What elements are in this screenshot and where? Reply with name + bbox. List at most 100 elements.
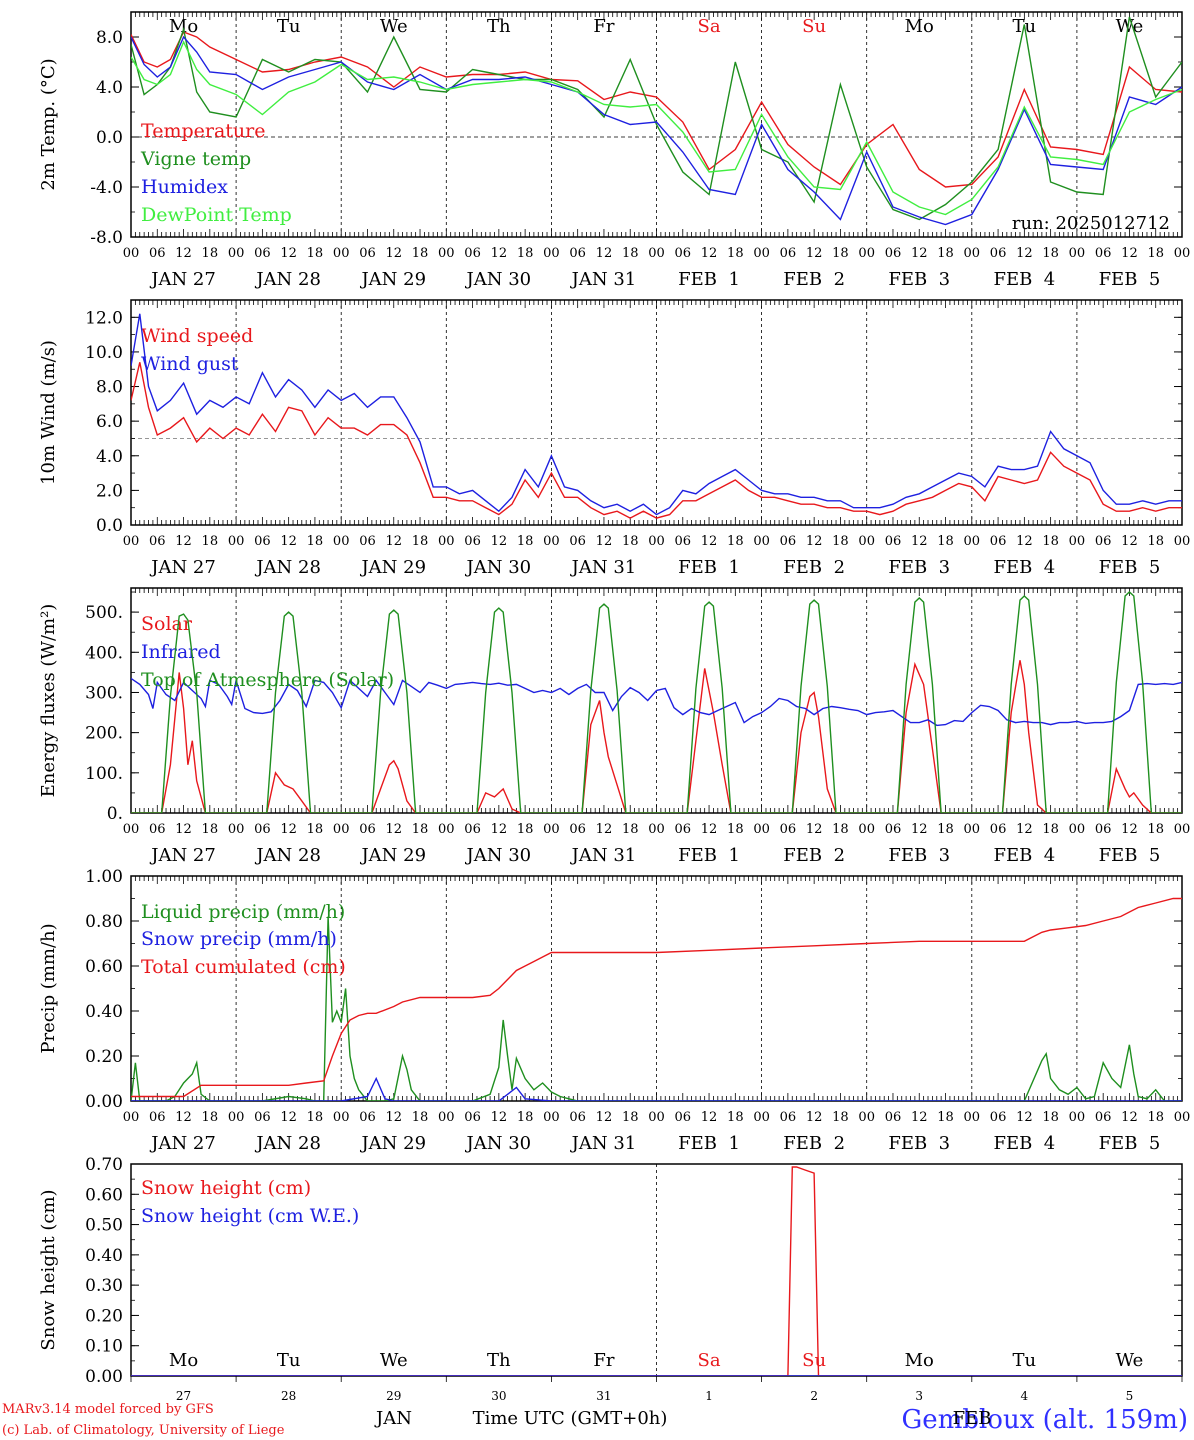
y-tick-label: -4.0 bbox=[90, 178, 123, 198]
hour-label: 06 bbox=[149, 534, 166, 549]
date-label: JAN 28 bbox=[254, 557, 321, 578]
y-axis-label: Energy fluxes (W/m²) bbox=[38, 604, 59, 798]
legend-entry: Liquid precip (mm/h) bbox=[141, 901, 345, 923]
date-label: FEB 2 bbox=[783, 269, 845, 290]
date-label: FEB 2 bbox=[783, 845, 845, 866]
hour-label: 12 bbox=[911, 246, 928, 261]
hour-label: 00 bbox=[1069, 534, 1086, 549]
y-axis-label: Precip (mm/h) bbox=[38, 923, 59, 1053]
date-label: JAN 30 bbox=[465, 269, 532, 290]
date-label: FEB 5 bbox=[1099, 557, 1161, 578]
hour-label: 00 bbox=[438, 534, 455, 549]
day-number: 2 bbox=[810, 1389, 818, 1403]
hour-label: 18 bbox=[727, 822, 744, 837]
series-line-2 bbox=[131, 16, 1182, 221]
hour-label: 18 bbox=[412, 822, 429, 837]
hour-label: 18 bbox=[202, 246, 219, 261]
hour-label: 12 bbox=[911, 822, 928, 837]
hour-label: 12 bbox=[806, 534, 823, 549]
day-label: Fr bbox=[593, 16, 614, 37]
date-label: JAN 30 bbox=[465, 557, 532, 578]
y-tick-label: 0.40 bbox=[85, 1246, 123, 1266]
date-label: FEB 3 bbox=[888, 269, 950, 290]
date-label: FEB 5 bbox=[1099, 845, 1161, 866]
day-number: 4 bbox=[1021, 1389, 1029, 1403]
date-label: FEB 3 bbox=[888, 1133, 950, 1154]
footer-station: Gembloux (alt. 159m) bbox=[902, 1405, 1188, 1435]
legend-entry: Snow height (cm W.E.) bbox=[141, 1205, 359, 1227]
date-label: FEB 4 bbox=[993, 845, 1055, 866]
day-number: 31 bbox=[596, 1389, 611, 1403]
hour-label: 06 bbox=[254, 534, 271, 549]
legend-entry: Total cumulated (cm) bbox=[141, 956, 346, 978]
hour-label: 12 bbox=[1016, 246, 1033, 261]
hour-label: 06 bbox=[990, 1110, 1007, 1125]
hour-label: 06 bbox=[254, 1110, 271, 1125]
legend-entry: Snow precip (mm/h) bbox=[141, 928, 337, 950]
panel-1: -8.0 -4.0 0.0 4.0 8.0 2m Temp. (°C) Mo Tu We Th Fr… bbox=[38, 11, 1190, 290]
hour-label: 12 bbox=[701, 1110, 718, 1125]
hour-label: 18 bbox=[1042, 534, 1059, 549]
hour-label: 06 bbox=[1095, 1110, 1112, 1125]
series-line-2 bbox=[131, 677, 1182, 727]
hour-label: 06 bbox=[675, 822, 692, 837]
y-axis-label: Snow height (cm) bbox=[38, 1189, 59, 1350]
hour-label: 00 bbox=[858, 1110, 875, 1125]
hour-label: 18 bbox=[937, 246, 954, 261]
date-label: JAN 31 bbox=[570, 1133, 637, 1154]
hour-label: 00 bbox=[333, 534, 350, 549]
day-label: We bbox=[380, 16, 408, 37]
date-label: JAN 29 bbox=[359, 557, 426, 578]
day-number: 28 bbox=[281, 1389, 296, 1403]
hour-label: 00 bbox=[123, 534, 140, 549]
day-label: Mo bbox=[169, 1350, 198, 1371]
date-label: JAN 27 bbox=[149, 557, 216, 578]
hour-label: 06 bbox=[569, 1110, 586, 1125]
hour-label: 18 bbox=[727, 1110, 744, 1125]
hour-label: 18 bbox=[727, 246, 744, 261]
hour-label: 06 bbox=[359, 246, 376, 261]
y-axis-label: 10m Wind (m/s) bbox=[38, 340, 59, 485]
hour-label: 18 bbox=[202, 1110, 219, 1125]
hour-label: 18 bbox=[937, 822, 954, 837]
hour-label: 00 bbox=[858, 534, 875, 549]
day-label: Sa bbox=[698, 1350, 721, 1371]
date-label: FEB 1 bbox=[678, 557, 740, 578]
hour-label: 06 bbox=[464, 822, 481, 837]
legend-entry: Vigne temp bbox=[140, 148, 251, 170]
hour-label: 18 bbox=[202, 822, 219, 837]
plot-frame bbox=[130, 299, 1183, 526]
y-tick-label: 12.0 bbox=[85, 308, 123, 328]
hour-label: 12 bbox=[175, 1110, 192, 1125]
hour-label: 06 bbox=[990, 534, 1007, 549]
date-label: FEB 2 bbox=[783, 1133, 845, 1154]
hour-label: 12 bbox=[1121, 1110, 1138, 1125]
hour-label: 12 bbox=[280, 534, 297, 549]
day-label: Fr bbox=[593, 1350, 614, 1371]
date-label: FEB 4 bbox=[993, 1133, 1055, 1154]
hour-label: 00 bbox=[438, 822, 455, 837]
hour-label: 06 bbox=[780, 534, 797, 549]
hour-label: 18 bbox=[622, 822, 639, 837]
hour-label: 18 bbox=[517, 246, 534, 261]
day-number: 1 bbox=[705, 1389, 713, 1403]
date-label: JAN 29 bbox=[359, 1133, 426, 1154]
date-label: JAN 27 bbox=[149, 1133, 216, 1154]
hour-label: 00 bbox=[964, 1110, 981, 1125]
series-line-1 bbox=[131, 1166, 1182, 1376]
y-tick-label: 0.20 bbox=[85, 1047, 123, 1067]
hour-label: 06 bbox=[254, 822, 271, 837]
hour-label: 00 bbox=[1174, 1110, 1191, 1125]
y-tick-label: 0.60 bbox=[85, 1185, 123, 1205]
hour-label: 12 bbox=[385, 822, 402, 837]
date-label: FEB 5 bbox=[1099, 269, 1161, 290]
hour-label: 06 bbox=[780, 246, 797, 261]
hour-label: 06 bbox=[569, 246, 586, 261]
series-line-3 bbox=[131, 591, 1182, 813]
hour-label: 12 bbox=[1121, 822, 1138, 837]
day-label: We bbox=[1116, 16, 1144, 37]
hour-label: 00 bbox=[438, 246, 455, 261]
hour-label: 18 bbox=[517, 822, 534, 837]
footer-model-credit: MARv3.14 model forced by GFS bbox=[2, 1402, 214, 1417]
